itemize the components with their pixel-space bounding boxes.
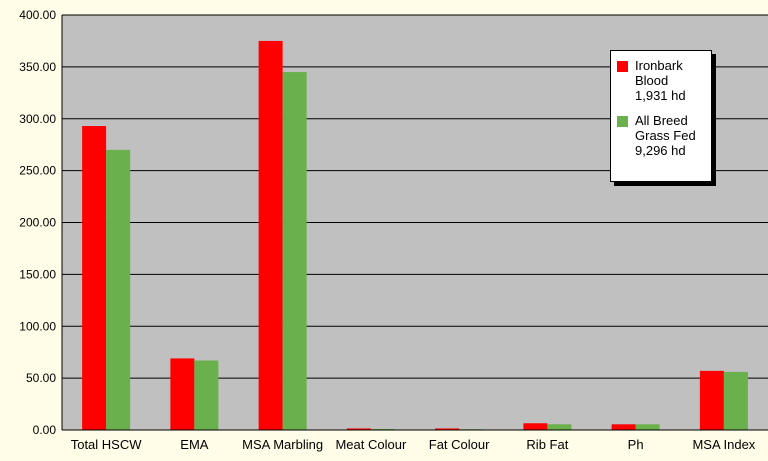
bar-all-breed xyxy=(723,371,748,430)
bar-ironbark xyxy=(170,358,195,430)
y-tick-label: 200.00 xyxy=(19,216,56,230)
x-tick-label: Meat Colour xyxy=(335,437,406,452)
x-tick-label: MSA Index xyxy=(692,437,755,452)
bar-ironbark xyxy=(346,428,371,430)
y-tick-label: 0.00 xyxy=(33,423,57,437)
x-tick-label: Ph xyxy=(628,437,644,452)
y-tick-label: 250.00 xyxy=(19,164,56,178)
x-tick-label: MSA Marbling xyxy=(242,437,323,452)
y-tick-label: 150.00 xyxy=(19,267,56,281)
legend-label-all-breed: All Breed Grass Fed 9,296 hd xyxy=(635,113,696,158)
x-tick-label: Fat Colour xyxy=(429,437,490,452)
bar-all-breed xyxy=(106,149,131,430)
y-tick-label: 50.00 xyxy=(26,371,56,385)
bars xyxy=(82,40,748,431)
y-tick-label: 100.00 xyxy=(19,319,56,333)
bar-ironbark xyxy=(611,424,636,430)
bar-all-breed xyxy=(635,424,660,430)
y-tick-label: 350.00 xyxy=(19,60,56,74)
legend-item-all-breed: All Breed Grass Fed 9,296 hd xyxy=(617,113,707,158)
bar-ironbark xyxy=(435,428,460,430)
x-tick-label: EMA xyxy=(180,437,209,452)
bar-all-breed xyxy=(370,428,395,430)
legend: Ironbark Blood 1,931 hd All Breed Grass … xyxy=(610,50,712,182)
bar-all-breed xyxy=(194,360,219,430)
bar-ironbark xyxy=(258,40,283,430)
y-tick-label: 400.00 xyxy=(19,8,56,22)
legend-swatch-ironbark xyxy=(617,61,628,72)
bar-ironbark xyxy=(523,423,548,430)
x-tick-label: Rib Fat xyxy=(526,437,568,452)
y-tick-label: 300.00 xyxy=(19,112,56,126)
legend-label-ironbark: Ironbark Blood 1,931 hd xyxy=(635,58,686,103)
legend-swatch-all-breed xyxy=(617,116,628,127)
x-tick-label: Total HSCW xyxy=(71,437,143,452)
bar-all-breed xyxy=(547,424,572,430)
x-tick-labels: Total HSCW EMA MSA Marbling Meat Colour Fat … xyxy=(71,437,756,452)
y-tick-labels: 0.00 50.00 100.00 150.00 200.00 250.00 300.00 3… xyxy=(19,8,56,437)
bar-ironbark xyxy=(699,370,724,430)
legend-item-ironbark: Ironbark Blood 1,931 hd xyxy=(617,58,707,103)
bar-ironbark xyxy=(82,126,107,430)
bar-all-breed xyxy=(282,72,307,430)
